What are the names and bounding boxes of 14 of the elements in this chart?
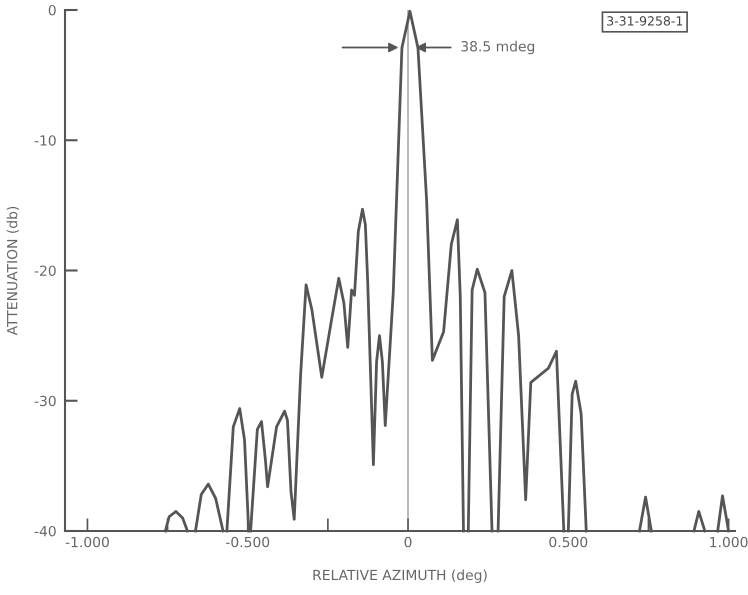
x-axis-title: RELATIVE AZIMUTH (deg): [313, 569, 487, 583]
annotation: 3-31-9258-1: [607, 16, 682, 26]
y-tick-label: 0: [48, 4, 56, 16]
y-tick-label: -20: [34, 265, 56, 276]
y-tick-label: -10: [34, 135, 56, 146]
y-axis-title: ATTENUATION (db): [6, 206, 20, 336]
x-tick-label: 0.500: [549, 536, 588, 548]
y-tick-label: -40: [34, 526, 56, 536]
x-tick-label: -1.000: [66, 536, 109, 548]
x-tick-label: -0.500: [226, 536, 270, 548]
annotation: 38.5 mdeg: [461, 40, 534, 54]
x-tick-label: 1.000: [710, 536, 748, 548]
y-tick-label: -30: [34, 396, 56, 406]
x-tick-label: 0: [404, 536, 412, 548]
